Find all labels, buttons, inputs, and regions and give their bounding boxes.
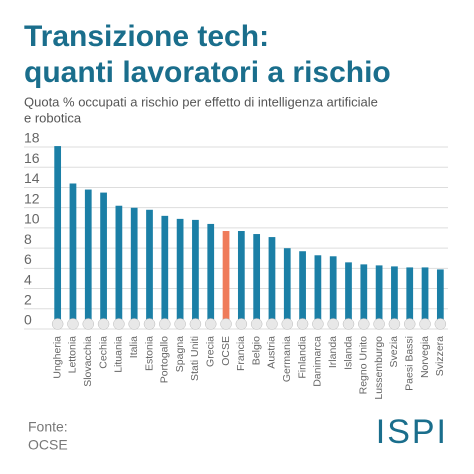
x-tick-label: Islanda [342, 336, 354, 370]
x-tick-label: Stati Uniti [189, 336, 201, 381]
y-tick-label: 10 [24, 211, 40, 227]
x-tick-label: Svezia [388, 336, 400, 368]
flag [128, 318, 140, 330]
flag [266, 318, 278, 330]
subtitle: Quota % occupati a rischio per effetto d… [24, 94, 378, 109]
source: OCSE [28, 437, 68, 453]
y-tick-label: 2 [24, 291, 32, 307]
bar [207, 223, 215, 321]
bar [222, 231, 230, 321]
y-tick-label: 8 [24, 231, 32, 247]
flag [143, 318, 156, 330]
bar [84, 189, 92, 321]
x-tick-label: Estonia [143, 336, 155, 371]
flag [159, 318, 171, 330]
x-tick-label: Lituania [113, 336, 125, 373]
logo: ISPI [376, 413, 448, 451]
bar [54, 146, 62, 321]
flag [235, 318, 248, 330]
bar [146, 209, 153, 321]
x-tick-label: Regno Unito [358, 336, 370, 395]
source-label: Fonte: [28, 419, 68, 435]
flag [204, 318, 217, 330]
flag [51, 318, 64, 330]
flag [281, 318, 294, 330]
flag [373, 318, 385, 330]
bar [115, 205, 123, 321]
bar [237, 231, 245, 321]
bar [436, 269, 444, 321]
bar [130, 207, 138, 321]
bar [406, 267, 414, 321]
flag [358, 318, 370, 330]
x-tick-label: Cechia [97, 336, 109, 369]
bar [176, 218, 184, 321]
x-tick-label: Grecia [205, 336, 217, 367]
flag [419, 318, 431, 330]
y-tick-label: 6 [24, 251, 32, 267]
y-tick-label: 14 [24, 170, 40, 186]
bar [100, 192, 107, 321]
x-tick-label: Spagna [174, 336, 186, 372]
bar [421, 267, 429, 321]
bar [192, 219, 199, 321]
x-tick-label: Austria [266, 336, 278, 369]
bar [253, 234, 261, 321]
subtitle: e robotica [24, 110, 82, 125]
flag [296, 318, 309, 330]
flag [250, 318, 263, 330]
bar [360, 264, 368, 321]
bar [391, 266, 398, 321]
flag [113, 318, 125, 330]
x-tick-label: Germania [281, 336, 293, 382]
x-tick-label: Finlandia [296, 336, 308, 379]
flag [388, 318, 401, 330]
flag [174, 318, 186, 330]
bar [329, 256, 337, 321]
x-tick-label: Svizzera [434, 336, 446, 376]
x-tick-label: Portogallo [159, 336, 171, 383]
bar [283, 248, 291, 321]
bar [161, 215, 169, 321]
x-tick-label: Norvegia [419, 336, 431, 378]
x-tick-label: Francia [235, 336, 247, 371]
flag [312, 318, 324, 330]
flag [97, 318, 110, 330]
y-tick-label: 16 [24, 150, 40, 166]
chart-title: quanti lavoratori a rischio [24, 56, 391, 89]
x-tick-label: Danimarca [312, 336, 324, 387]
x-tick-label: Belgio [250, 336, 262, 365]
bar [345, 262, 352, 321]
x-tick-label: Slovacchia [82, 336, 94, 387]
y-tick-label: 0 [24, 312, 32, 328]
x-tick-label: Italia [128, 336, 140, 358]
y-tick-label: 4 [24, 271, 32, 287]
flag [220, 318, 232, 330]
x-tick-label: OCSE [220, 336, 232, 366]
bar [69, 183, 77, 321]
y-tick-label: 18 [24, 130, 40, 146]
bar [375, 265, 383, 321]
bar [314, 255, 322, 321]
flag [342, 318, 355, 330]
flag [189, 318, 202, 330]
flag [67, 318, 79, 330]
x-tick-label: Irlanda [327, 336, 339, 368]
flag [434, 318, 447, 330]
y-tick-label: 12 [24, 190, 40, 206]
flag [327, 318, 339, 330]
x-tick-label: Lettonia [67, 336, 79, 374]
bar [299, 251, 306, 321]
bar [268, 237, 276, 321]
chart-title: Transizione tech: [24, 20, 269, 53]
flag [403, 318, 416, 330]
x-tick-label: Paesi Bassi [404, 336, 416, 391]
flag [82, 318, 95, 330]
x-tick-label: Ungheria [51, 336, 63, 379]
x-tick-label: Lussemburgo [373, 336, 385, 400]
